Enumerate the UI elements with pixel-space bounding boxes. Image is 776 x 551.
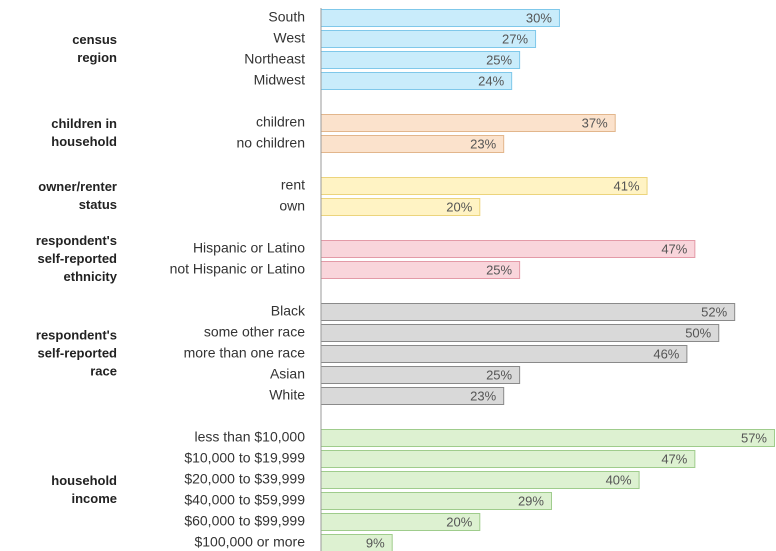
value-label: 57% — [741, 430, 767, 445]
category-label: $20,000 to $39,999 — [184, 471, 305, 487]
group-label: ethnicity — [64, 269, 118, 284]
category-label: South — [268, 9, 305, 25]
group-label: census — [72, 32, 117, 47]
group-label: race — [90, 363, 117, 378]
group-label: owner/renter — [38, 179, 117, 194]
group-label: self-reported — [38, 251, 118, 266]
category-label: $40,000 to $59,999 — [184, 492, 305, 508]
category-label: children — [256, 114, 305, 130]
value-label: 23% — [470, 388, 496, 403]
category-label: White — [269, 387, 305, 403]
value-label: 52% — [701, 304, 727, 319]
category-label: $10,000 to $19,999 — [184, 450, 305, 466]
value-label: 23% — [470, 136, 496, 151]
group-label: children in — [51, 116, 117, 131]
group-label: household — [51, 134, 117, 149]
group-label: income — [71, 491, 117, 506]
group-label: household — [51, 473, 117, 488]
category-label: no children — [237, 135, 306, 151]
bar — [320, 471, 640, 489]
value-label: 50% — [685, 325, 711, 340]
category-label: rent — [281, 177, 305, 193]
group-label: respondent's — [36, 233, 117, 248]
value-label: 47% — [661, 451, 687, 466]
value-label: 41% — [614, 178, 640, 193]
category-label: Black — [271, 303, 306, 319]
bar — [320, 114, 616, 132]
bar — [320, 303, 736, 321]
bar — [320, 492, 552, 510]
category-label: Hispanic or Latino — [193, 240, 305, 256]
bar — [320, 450, 696, 468]
value-label: 47% — [661, 241, 687, 256]
group-label: respondent's — [36, 327, 117, 342]
value-label: 24% — [478, 73, 504, 88]
group-label: region — [77, 50, 117, 65]
category-label: more than one race — [184, 345, 306, 361]
category-label: own — [279, 198, 305, 214]
category-label: Northeast — [244, 51, 305, 67]
bar — [320, 324, 720, 342]
value-label: 25% — [486, 367, 512, 382]
value-label: 25% — [486, 262, 512, 277]
value-label: 29% — [518, 493, 544, 508]
category-label: less than $10,000 — [194, 429, 305, 445]
value-label: 40% — [606, 472, 632, 487]
category-label: some other race — [204, 324, 305, 340]
value-label: 46% — [653, 346, 679, 361]
group-label: status — [79, 197, 117, 212]
category-label: $100,000 or more — [194, 534, 305, 550]
category-label: Asian — [270, 366, 305, 382]
category-label: West — [273, 30, 305, 46]
value-label: 9% — [366, 535, 385, 550]
bar — [320, 9, 560, 27]
bar — [320, 177, 648, 195]
value-label: 20% — [446, 199, 472, 214]
category-label: $60,000 to $99,999 — [184, 513, 305, 529]
value-label: 20% — [446, 514, 472, 529]
value-label: 30% — [526, 10, 552, 25]
value-label: 25% — [486, 52, 512, 67]
bar — [320, 345, 688, 363]
value-label: 37% — [582, 115, 608, 130]
category-label: Midwest — [254, 72, 305, 88]
category-label: not Hispanic or Latino — [170, 261, 306, 277]
group-label: self-reported — [38, 345, 118, 360]
bar — [320, 429, 775, 447]
bar — [320, 240, 696, 258]
value-label: 27% — [502, 31, 528, 46]
